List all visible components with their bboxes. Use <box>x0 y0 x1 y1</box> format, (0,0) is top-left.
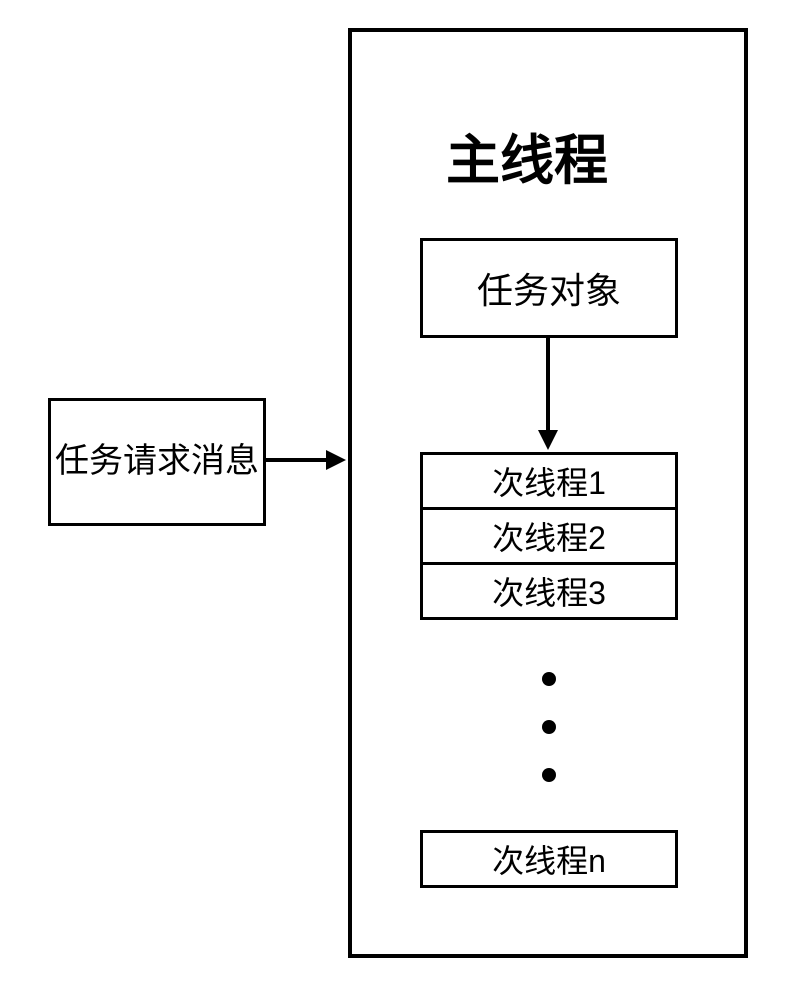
task-object-label: 任务对象 <box>477 262 621 314</box>
task-request-label: 任务请求消息 <box>55 438 259 486</box>
arrow-to-main-line <box>266 458 328 462</box>
sub-thread-2-label: 次线程2 <box>492 513 606 559</box>
sub-thread-3-label: 次线程3 <box>492 568 606 614</box>
sub-thread-1-box: 次线程1 <box>420 452 678 510</box>
arrow-to-subthreads-line <box>546 338 550 432</box>
sub-thread-2-box: 次线程2 <box>420 507 678 565</box>
sub-thread-1-label: 次线程1 <box>492 458 606 504</box>
ellipsis-dot-3 <box>542 768 556 782</box>
task-request-box: 任务请求消息 <box>48 398 266 526</box>
sub-thread-n-label: 次线程n <box>492 836 606 882</box>
ellipsis-dot-2 <box>542 720 556 734</box>
sub-thread-n-box: 次线程n <box>420 830 678 888</box>
arrow-to-main-head <box>326 450 346 470</box>
task-object-box: 任务对象 <box>420 238 678 338</box>
arrow-to-subthreads-head <box>538 430 558 450</box>
sub-thread-3-box: 次线程3 <box>420 562 678 620</box>
main-thread-title: 主线程 <box>446 116 608 195</box>
ellipsis-dot-1 <box>542 672 556 686</box>
